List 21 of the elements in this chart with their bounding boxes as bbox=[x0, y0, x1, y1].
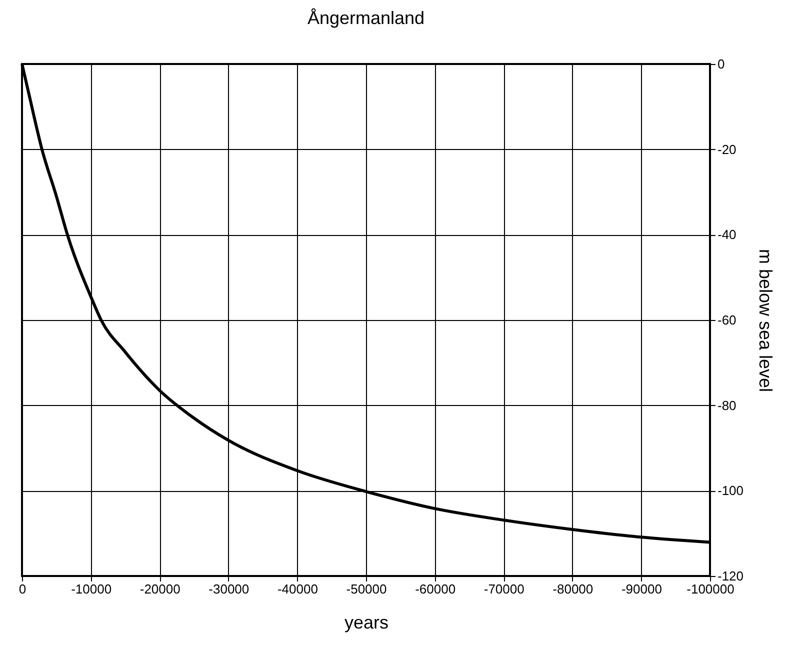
x-tick-label: -80000 bbox=[552, 582, 594, 596]
y-tick-label: -20 bbox=[718, 142, 736, 157]
y-tick-label: -60 bbox=[718, 312, 736, 328]
x-tick-label: 0 bbox=[18, 582, 26, 596]
y-tick-label: -80 bbox=[718, 398, 736, 413]
x-tick-label: -60000 bbox=[415, 582, 456, 596]
y-axis-title: m below sea level bbox=[756, 248, 776, 392]
y-tick-label: -120 bbox=[718, 568, 744, 584]
x-tick-label: -10000 bbox=[71, 582, 112, 596]
x-tick-label: -30000 bbox=[208, 582, 250, 596]
x-tick-label: -50000 bbox=[346, 582, 387, 596]
x-tick-label: -40000 bbox=[277, 582, 318, 596]
x-tick-label: -100000 bbox=[686, 582, 734, 596]
y-tick-label: -40 bbox=[718, 227, 736, 242]
y-tick-label: -100 bbox=[718, 483, 744, 498]
x-axis-title: years bbox=[344, 612, 389, 632]
y-tick-label: 0 bbox=[718, 56, 725, 72]
x-tick-label: -70000 bbox=[484, 582, 524, 596]
chart-title: Ångermanland bbox=[307, 8, 425, 28]
x-tick-label: -90000 bbox=[621, 582, 662, 596]
x-tick-label: -20000 bbox=[140, 582, 180, 596]
